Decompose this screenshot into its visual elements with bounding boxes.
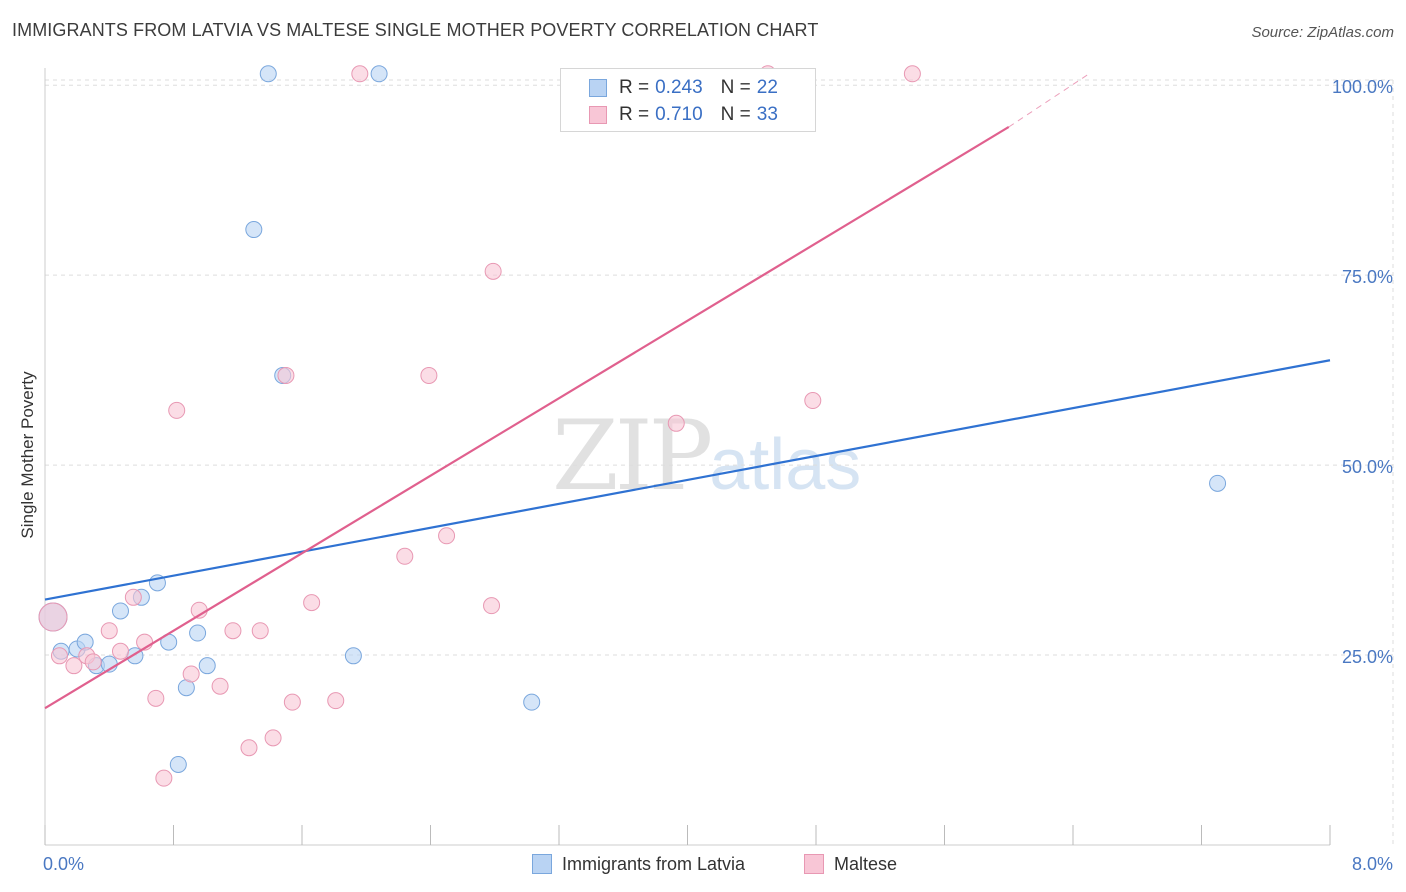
data-point-maltese [438,527,456,545]
data-point-latvia [189,624,207,642]
data-point-maltese [84,653,102,671]
data-point-maltese [124,588,142,606]
data-point-maltese [351,65,369,83]
data-point-maltese [147,689,165,707]
legend-row-maltese: R = 0.710 N = 33 [589,104,778,126]
legend-r-label: R = [619,104,650,125]
legend-r-value-maltese: 0.710 [655,104,703,125]
data-point-maltese [38,602,68,632]
data-point-maltese [484,262,502,280]
data-point-latvia [198,657,216,675]
data-point-latvia [245,221,263,239]
data-point-maltese [903,65,921,83]
data-point-maltese [303,594,321,612]
legend-swatch-latvia [589,79,607,97]
data-point-maltese [65,657,83,675]
data-point-maltese [155,769,173,787]
data-point-maltese [283,693,301,711]
trend-line-latvia [44,359,1331,601]
data-point-maltese [168,401,186,419]
trend-line-maltese [44,126,1010,710]
legend-r-value-latvia: 0.243 [655,77,703,98]
data-point-maltese [182,665,200,683]
data-point-maltese [100,622,118,640]
bottom-legend-maltese: Maltese [804,852,897,876]
watermark-zip: ZIP [552,400,713,512]
data-point-maltese [804,392,822,410]
legend-r-label: R = [619,77,650,98]
x-tick-label-max: 8.0% [1352,854,1393,874]
bottom-legend-label-latvia: Immigrants from Latvia [562,853,746,874]
legend-n-label: N = [720,77,751,98]
bottom-legend-label-maltese: Maltese [834,853,898,874]
data-point-maltese [251,622,269,640]
data-point-maltese [277,366,295,384]
data-point-maltese [240,739,258,757]
y-tick-label: 50.0% [1342,457,1393,477]
data-point-latvia [344,647,362,665]
data-point-maltese [224,622,242,640]
data-point-maltese [396,547,414,565]
x-tick-label-min: 0.0% [43,854,84,874]
data-point-maltese [264,729,282,747]
legend-row-latvia: R = 0.243 N = 22 [589,77,778,99]
data-point-latvia [111,602,129,620]
data-point-maltese [327,692,345,710]
data-point-maltese [211,677,229,695]
bottom-legend-swatch-maltese [804,854,824,874]
data-point-latvia [370,65,388,83]
source-label: Source: ZipAtlas.com [1251,24,1394,41]
data-point-latvia [523,693,541,711]
legend-n-label: N = [720,104,751,125]
data-point-maltese [483,597,501,615]
legend-n-value-latvia: 22 [756,77,778,98]
data-point-maltese [420,366,438,384]
chart-title: IMMIGRANTS FROM LATVIA VS MALTESE SINGLE… [12,20,819,40]
legend-swatch-maltese [589,106,607,124]
data-point-latvia [259,65,277,83]
y-tick-label: 25.0% [1342,647,1393,667]
data-point-maltese [667,414,685,432]
zipatlas-watermark: ZIPatlas [552,400,861,512]
data-point-maltese [50,647,68,665]
y-tick-label: 100.0% [1332,77,1393,97]
bottom-legend-latvia: Immigrants from Latvia [532,852,745,876]
y-tick-label: 75.0% [1342,267,1393,287]
data-point-latvia [1209,474,1227,492]
stats-legend: R = 0.243 N = 22 R = 0.710 N = 33 [560,68,816,132]
y-axis-label: Single Mother Poverty [18,371,37,539]
bottom-legend-swatch-latvia [532,854,552,874]
trend-extension-maltese [1008,73,1090,128]
legend-n-value-maltese: 33 [756,104,778,125]
data-point-maltese [111,642,129,660]
data-point-latvia [169,755,187,773]
